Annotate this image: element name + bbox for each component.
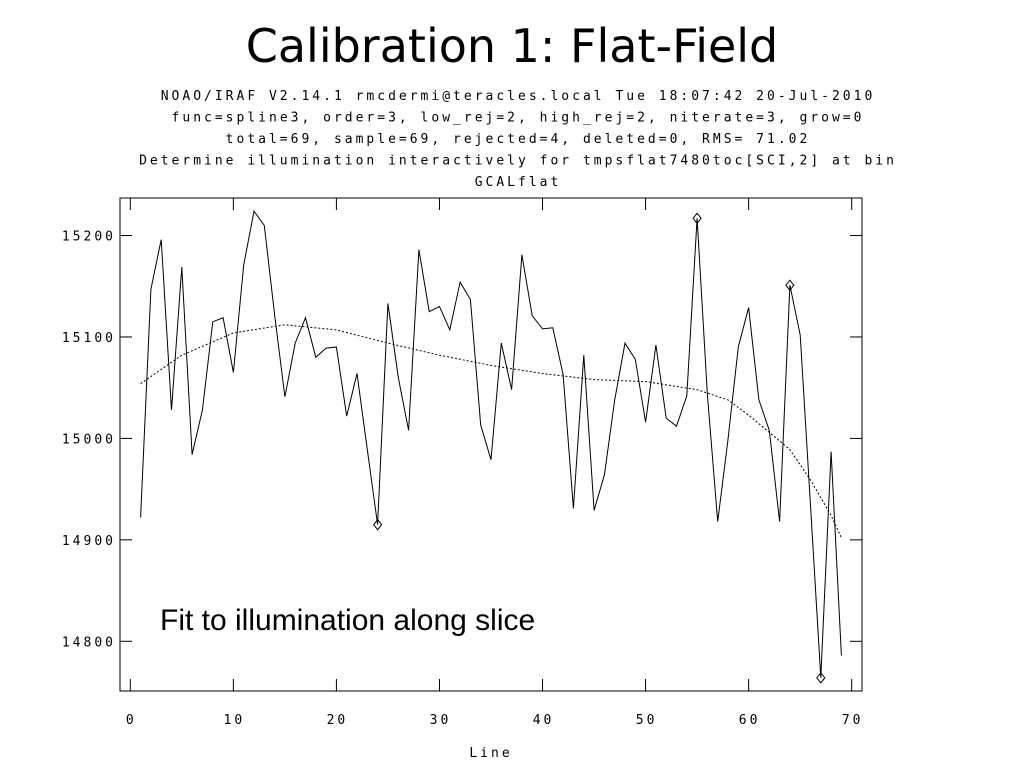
- header-line: NOAO/IRAF V2.14.1 rmcdermi@teracles.loca…: [161, 89, 876, 104]
- rejected-point: [785, 279, 795, 292]
- annotation: Fit to illumination along slice: [160, 604, 535, 637]
- plot-frame: [119, 197, 863, 692]
- y-tick-label: 14900: [62, 534, 116, 549]
- x-tick-label: 50: [636, 713, 658, 728]
- x-axis-label: Line: [469, 746, 512, 761]
- slide-title: Calibration 1: Flat-Field: [246, 19, 779, 73]
- fit-curve: [140, 324, 842, 539]
- x-tick-label: 20: [327, 713, 349, 728]
- rejected-point: [692, 212, 702, 225]
- data-line: [140, 209, 842, 678]
- header-line: func=spline3, order=3, low_rej=2, high_r…: [172, 111, 865, 126]
- y-tick-label: 14800: [62, 635, 116, 650]
- header-line: Determine illumination interactively for…: [139, 154, 897, 169]
- header-line: total=69, sample=69, rejected=4, deleted…: [226, 132, 811, 147]
- x-tick-label: 60: [739, 713, 761, 728]
- y-tick-label: 15000: [62, 432, 116, 447]
- rejected-point: [372, 518, 383, 531]
- y-tick-label: 15200: [62, 230, 116, 245]
- x-tick-label: 10: [224, 713, 246, 728]
- x-tick-label: 0: [126, 713, 137, 728]
- x-tick-label: 70: [842, 713, 864, 728]
- rejected-point: [816, 672, 826, 684]
- x-tick-label: 40: [533, 713, 555, 728]
- x-tick-label: 30: [430, 713, 452, 728]
- y-tick-label: 15100: [62, 331, 116, 346]
- header-line: GCALflat: [475, 175, 562, 190]
